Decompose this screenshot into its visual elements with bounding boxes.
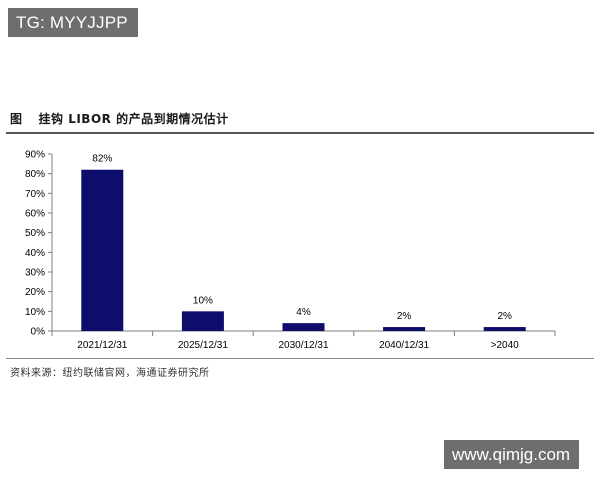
data-label: 2% [497,311,512,322]
data-label: 2% [397,311,412,322]
y-tick-label: 30% [25,268,45,279]
source-note: 资料来源：纽约联储官网，海通证券研究所 [10,368,210,379]
title-rule [6,132,594,134]
bar [181,311,224,331]
bar [483,327,526,331]
source-rule [6,358,594,359]
bar [81,169,124,331]
bar [383,327,426,331]
y-tick-label: 90% [25,150,45,161]
data-label: 10% [193,295,213,306]
data-label: 82% [92,154,112,165]
figure-title: 图 挂钩 LIBOR 的产品到期情况估计 [10,110,229,127]
y-tick-label: 60% [25,209,45,220]
y-tick-label: 0% [31,327,46,338]
x-tick-label: >2040 [491,340,520,351]
x-tick-label: 2040/12/31 [379,340,429,351]
y-tick-label: 50% [25,228,45,239]
top-watermark: TG: MYYJJPP [8,8,138,37]
data-label: 4% [296,307,311,318]
x-tick-label: 2025/12/31 [178,340,228,351]
x-tick-label: 2021/12/31 [77,340,127,351]
y-tick-label: 80% [25,169,45,180]
bottom-watermark: www.qimjg.com [444,440,580,469]
y-tick-label: 10% [25,307,45,318]
x-tick-label: 2030/12/31 [278,340,328,351]
y-tick-label: 40% [25,248,45,259]
figure-title-text: 挂钩 LIBOR 的产品到期情况估计 [38,112,229,126]
y-tick-label: 70% [25,189,45,200]
figure-label: 图 [10,112,23,126]
bar [282,323,325,331]
y-tick-label: 20% [25,287,45,298]
